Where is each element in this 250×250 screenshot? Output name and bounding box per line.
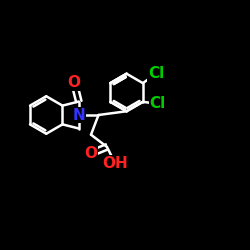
Text: O: O [68,75,80,90]
Text: N: N [72,108,85,122]
Text: OH: OH [102,156,128,171]
Text: O: O [84,146,98,161]
Text: Cl: Cl [148,66,164,81]
Text: Cl: Cl [150,96,166,111]
